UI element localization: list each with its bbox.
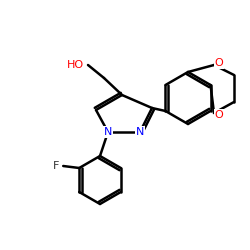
Text: HO: HO <box>67 60 84 70</box>
Text: O: O <box>214 110 224 120</box>
Text: N: N <box>136 127 144 137</box>
Text: N: N <box>104 127 112 137</box>
Text: F: F <box>53 161 59 171</box>
Text: O: O <box>214 58 224 68</box>
